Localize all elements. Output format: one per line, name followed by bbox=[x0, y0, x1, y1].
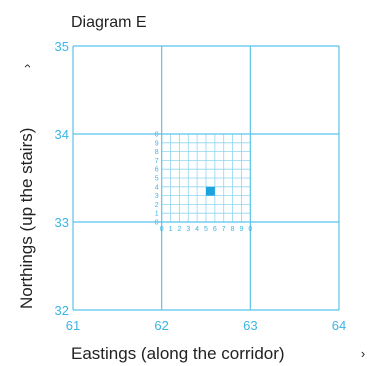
fine-x-label: 2 bbox=[177, 226, 181, 233]
fine-x-label: 7 bbox=[222, 226, 226, 233]
fine-y-label: 0 bbox=[155, 132, 159, 139]
fine-x-label: 5 bbox=[204, 226, 208, 233]
fine-y-label: 6 bbox=[155, 167, 159, 174]
x-tick-label: 64 bbox=[332, 318, 346, 333]
y-tick-label: 32 bbox=[55, 303, 69, 318]
x-tick-label: 62 bbox=[154, 318, 168, 333]
fine-y-label: 7 bbox=[155, 158, 159, 165]
x-tick-label: 61 bbox=[66, 318, 80, 333]
x-axis-arrow-icon: › bbox=[361, 346, 365, 361]
fine-y-label: 5 bbox=[155, 176, 159, 183]
y-axis-label: Northings (up the stairs) bbox=[17, 128, 36, 309]
y-axis-arrow-icon: › bbox=[19, 64, 34, 68]
fine-y-label: 4 bbox=[155, 184, 159, 191]
fine-y-label: 1 bbox=[155, 211, 159, 218]
fine-x-label: 9 bbox=[240, 226, 244, 233]
y-tick-label: 35 bbox=[55, 39, 69, 54]
marked-point bbox=[206, 186, 215, 196]
fine-x-label: 0 bbox=[160, 226, 164, 233]
fine-x-label: 4 bbox=[195, 226, 199, 233]
main-grid bbox=[72, 45, 340, 311]
marked-point-layer bbox=[206, 186, 215, 196]
fine-grid bbox=[161, 134, 251, 222]
fine-y-label: 2 bbox=[155, 202, 159, 209]
diagram-title: Diagram E bbox=[71, 14, 147, 31]
fine-x-label: 6 bbox=[213, 226, 217, 233]
y-axis-title: Northings (up the stairs) › bbox=[17, 64, 36, 309]
fine-y-label: 8 bbox=[155, 149, 159, 156]
x-axis-title: Eastings (along the corridor) › bbox=[71, 344, 365, 363]
fine-x-label: 0 bbox=[248, 226, 252, 233]
fine-x-label: 1 bbox=[169, 226, 173, 233]
x-tick-label: 63 bbox=[243, 318, 257, 333]
fine-x-label: 3 bbox=[186, 226, 190, 233]
fine-y-label: 0 bbox=[155, 220, 159, 227]
y-tick-label: 34 bbox=[55, 127, 69, 142]
x-axis-label: Eastings (along the corridor) bbox=[71, 344, 285, 363]
fine-y-label: 3 bbox=[155, 193, 159, 200]
fine-y-label: 9 bbox=[155, 140, 159, 147]
fine-x-label: 8 bbox=[231, 226, 235, 233]
y-tick-label: 33 bbox=[55, 215, 69, 230]
